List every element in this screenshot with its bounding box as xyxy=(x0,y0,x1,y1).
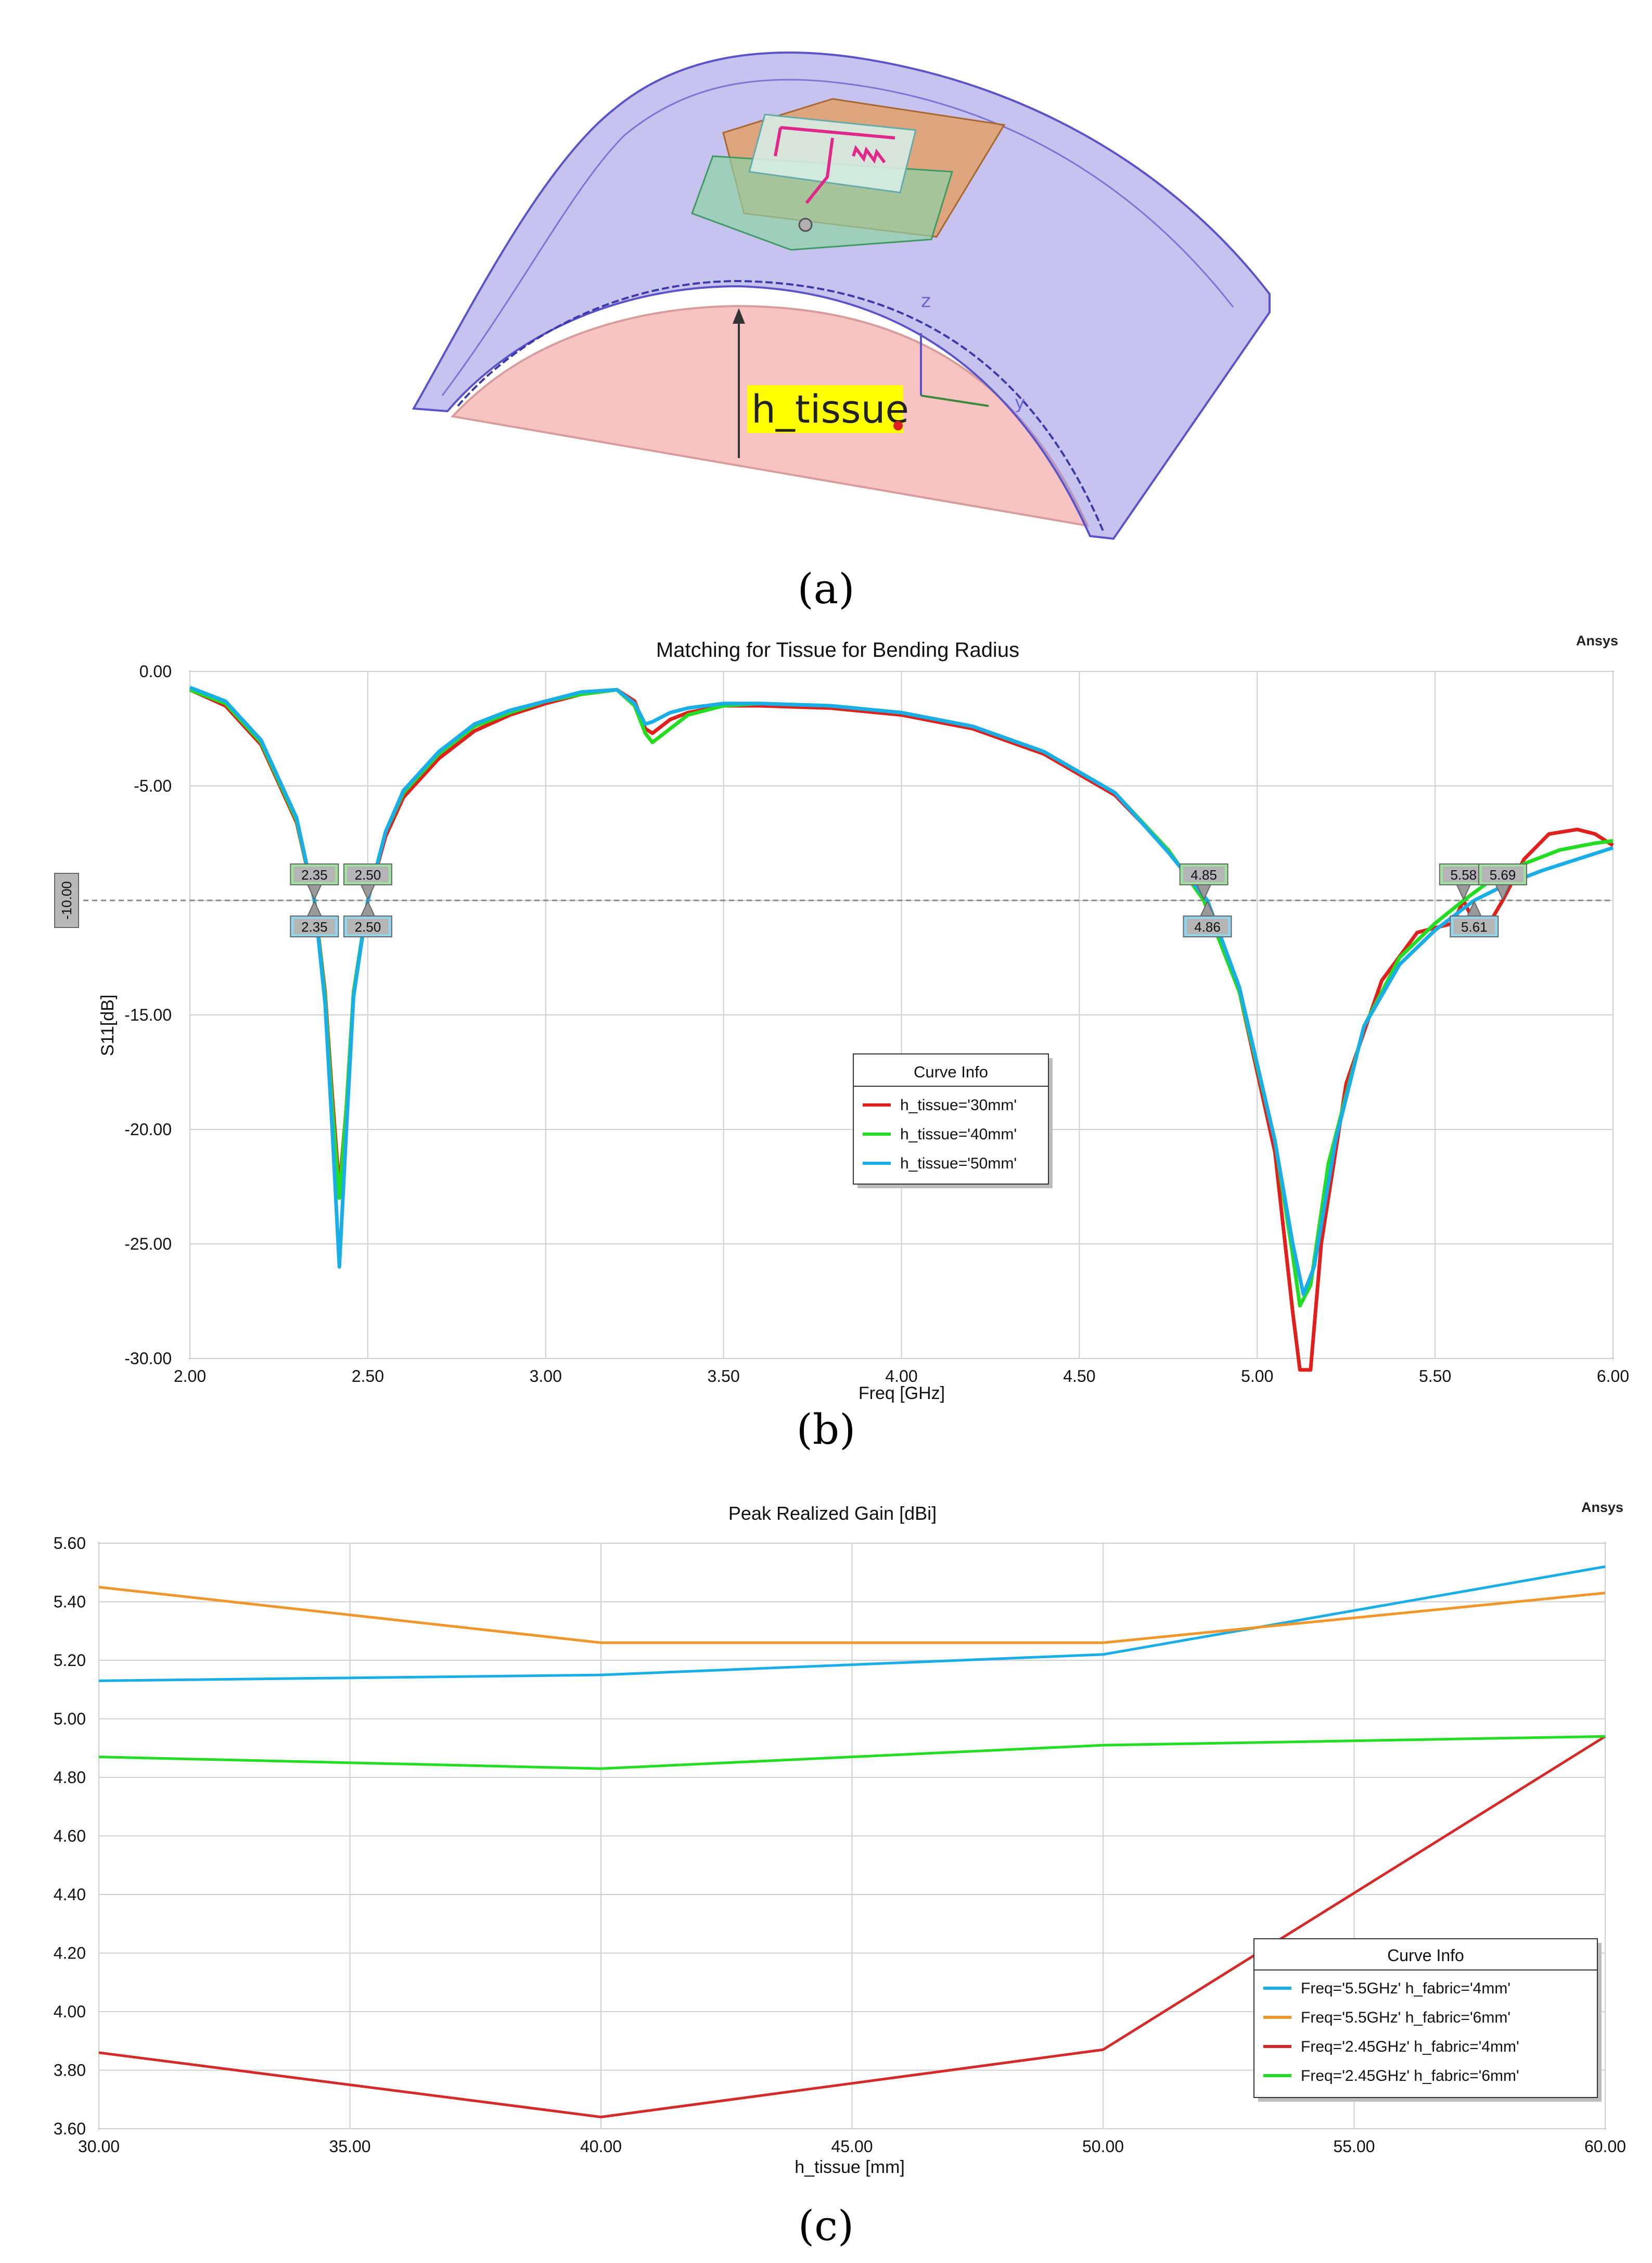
y-tick-label: -5.00 xyxy=(134,777,172,795)
gain-chart: Peak Realized Gain [dBi] Ansys 30.00 35.0… xyxy=(54,1499,1626,2177)
marker-inner xyxy=(293,919,336,934)
series-line xyxy=(189,685,1614,1296)
marker-label: 5.61 xyxy=(1461,919,1488,935)
series-line xyxy=(98,1735,1606,2118)
legend-entry: h_tissue='30mm' xyxy=(900,1097,1017,1114)
y-axis-label: y xyxy=(1015,392,1025,413)
antenna-3d-model: z y h_tissue xyxy=(412,52,1271,540)
legend-entry: Freq='5.5GHz' h_fabric='4mm' xyxy=(1301,1980,1510,1997)
y-tick-label: 4.00 xyxy=(54,2002,86,2021)
legend-title: Curve Info xyxy=(1387,1946,1464,1965)
legend-entry: h_tissue='50mm' xyxy=(900,1155,1017,1172)
y-tick-label: 5.00 xyxy=(54,1710,86,1728)
marker-inner xyxy=(1482,867,1524,882)
y-tick-label: 4.20 xyxy=(54,1944,86,1963)
marker-label: 4.86 xyxy=(1194,919,1221,935)
y-tick-label: 5.20 xyxy=(54,1651,86,1670)
x-tick-label: 2.50 xyxy=(352,1367,384,1385)
gain-chart-title: Peak Realized Gain [dBi] xyxy=(728,1503,937,1524)
y-tick-label: 5.60 xyxy=(54,1534,86,1553)
legend-box xyxy=(1253,1938,1598,2098)
marker-label: 2.50 xyxy=(355,867,381,883)
patch-panel xyxy=(748,113,917,194)
y-tick-label: 4.40 xyxy=(54,1885,86,1904)
marker-inner xyxy=(1186,919,1228,934)
caption-c: (c) xyxy=(798,2202,854,2250)
legend-entry: Freq='2.45GHz' h_fabric='4mm' xyxy=(1301,2038,1519,2055)
reference-line-label: -10.00 xyxy=(59,881,74,920)
y-tick-label: 0.00 xyxy=(139,662,172,681)
y-tick-label: -25.00 xyxy=(124,1235,172,1253)
legend-title: Curve Info xyxy=(914,1063,988,1081)
marker-label: 5.58 xyxy=(1451,867,1477,883)
s11-x-axis-label: Freq [GHz] xyxy=(859,1383,945,1403)
legend-entry: Freq='5.5GHz' h_fabric='6mm' xyxy=(1301,2009,1510,2026)
gain-brand: Ansys xyxy=(1581,1499,1623,1515)
x-tick-label: 45.00 xyxy=(831,2137,873,2156)
h-tissue-callout: h_tissue xyxy=(751,387,909,432)
y-tick-label: -20.00 xyxy=(124,1120,172,1139)
legend-entry: h_tissue='40mm' xyxy=(900,1126,1017,1143)
h-tissue-callout-box xyxy=(747,385,903,433)
marker-inner xyxy=(347,867,389,882)
y-tick-label: 3.60 xyxy=(54,2119,86,2138)
x-tick-label: 30.00 xyxy=(78,2137,120,2156)
caption-b: (b) xyxy=(796,1405,856,1454)
x-tick-label: 4.50 xyxy=(1063,1367,1095,1385)
x-tick-label: 35.00 xyxy=(329,2137,370,2156)
marker-inner xyxy=(1453,919,1495,934)
fixture-top-edge xyxy=(441,79,1234,396)
x-tick-label: 5.50 xyxy=(1419,1367,1451,1385)
series-line xyxy=(98,1565,1606,1682)
marker-label: 2.50 xyxy=(355,919,381,935)
marker-label: 2.35 xyxy=(301,919,328,935)
antenna-trace xyxy=(774,126,895,204)
x-tick-label: 5.00 xyxy=(1241,1367,1273,1385)
x-tick-label: 4.00 xyxy=(885,1367,917,1385)
marker-label: 5.69 xyxy=(1490,867,1516,883)
z-axis-label: z xyxy=(921,290,931,312)
legend-entry: Freq='2.45GHz' h_fabric='6mm' xyxy=(1301,2067,1519,2084)
x-tick-label: 6.00 xyxy=(1597,1367,1629,1385)
feed-port xyxy=(798,218,813,232)
reference-line-tag xyxy=(54,873,79,928)
gain-x-axis-label: h_tissue [mm] xyxy=(795,2157,905,2177)
x-tick-label: 3.50 xyxy=(707,1367,739,1385)
marker-inner xyxy=(293,867,336,882)
marker-inner xyxy=(347,919,389,934)
series-line xyxy=(98,1585,1606,1644)
x-tick-label: 3.00 xyxy=(530,1367,562,1385)
s11-brand: Ansys xyxy=(1576,633,1618,649)
y-tick-label: -15.00 xyxy=(124,1006,172,1024)
y-tick-label: 4.60 xyxy=(54,1827,86,1846)
marker-label: 2.35 xyxy=(301,867,328,883)
s11-chart-title: Matching for Tissue for Bending Radius xyxy=(656,639,1019,662)
marker-inner xyxy=(1442,867,1484,882)
x-tick-label: 50.00 xyxy=(1082,2137,1124,2156)
x-tick-label: 2.00 xyxy=(174,1367,206,1385)
marker-label: 4.85 xyxy=(1190,867,1217,883)
marker-inner xyxy=(1183,867,1225,882)
bending-fixture xyxy=(412,52,1271,540)
x-tick-label: 55.00 xyxy=(1333,2137,1375,2156)
y-tick-label: -30.00 xyxy=(124,1349,172,1368)
x-tick-label: 60.00 xyxy=(1584,2137,1626,2156)
y-tick-label: 3.80 xyxy=(54,2061,86,2080)
series-line xyxy=(98,1735,1606,1770)
y-tick-label: 5.40 xyxy=(54,1593,86,1611)
x-tick-label: 40.00 xyxy=(580,2137,622,2156)
s11-chart: Matching for Tissue for Bending Radius A… xyxy=(54,633,1629,1403)
fixture-inner-edge xyxy=(457,279,1104,531)
caption-a: (a) xyxy=(797,565,855,613)
y-tick-label: 4.80 xyxy=(54,1768,86,1787)
s11-y-axis-label: S11[dB] xyxy=(98,995,118,1056)
